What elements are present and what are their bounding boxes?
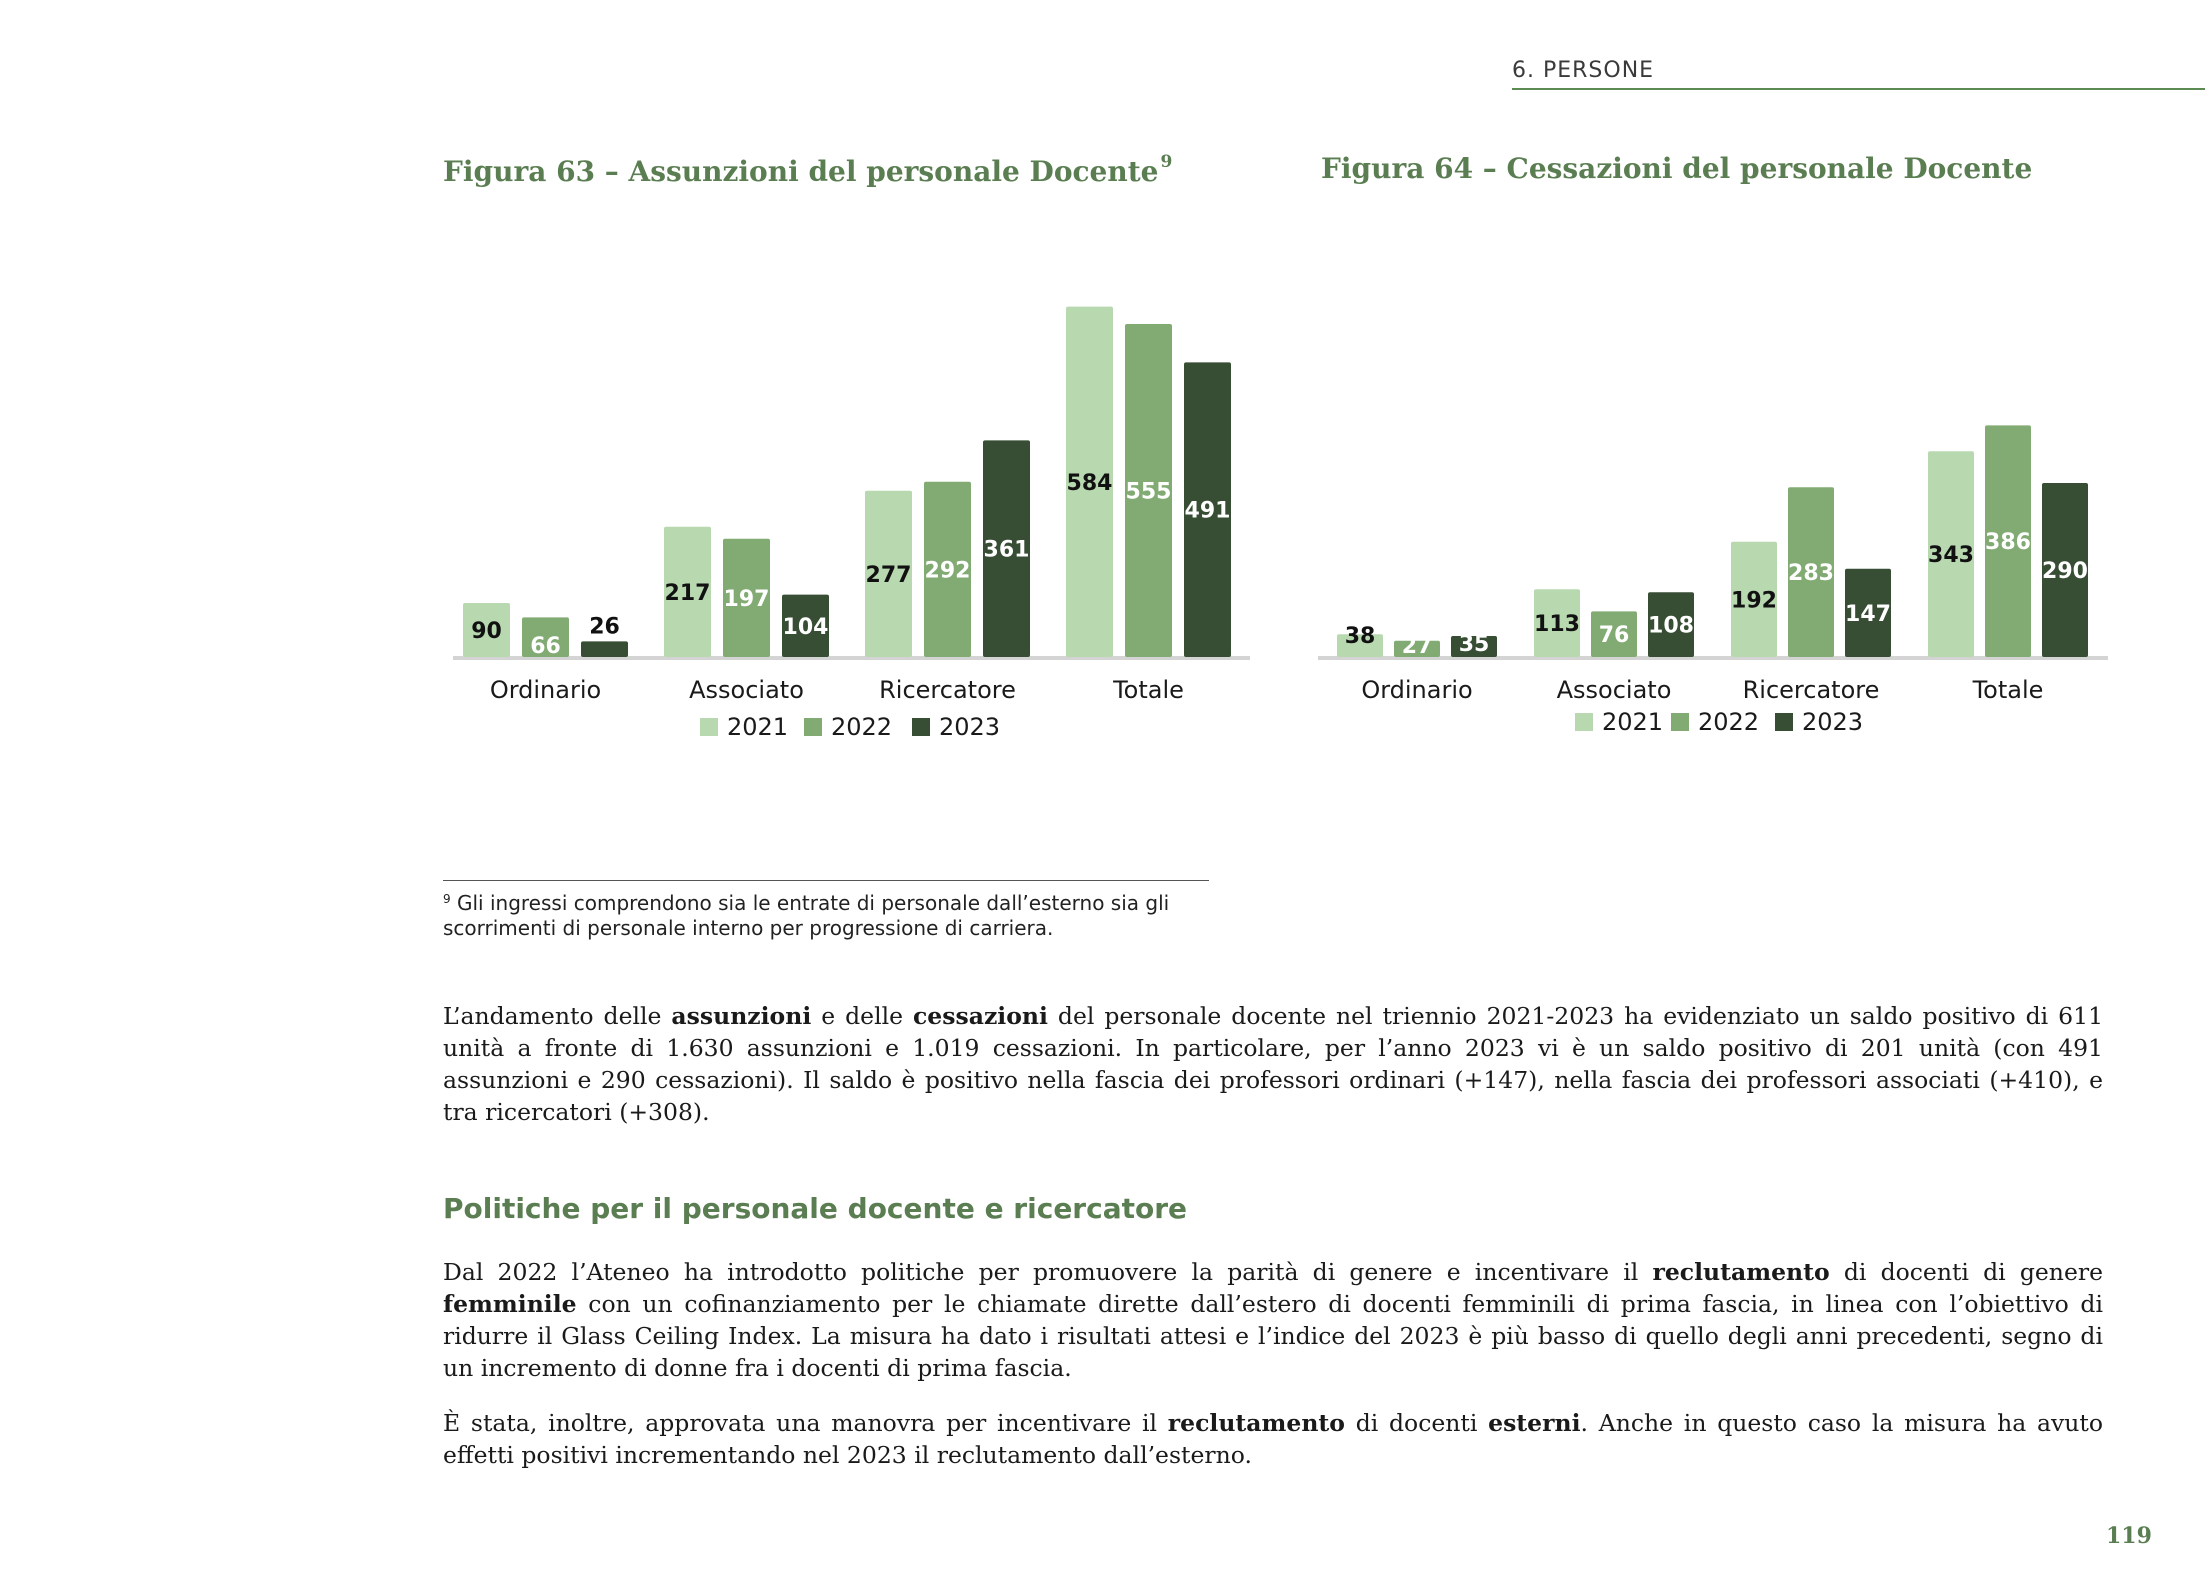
bar-totale-2022 (1125, 324, 1172, 657)
category-label: Totale (1972, 676, 2044, 704)
bar-ordinario-2022 (1394, 640, 1440, 657)
legend-label-2021: 2021 (727, 713, 788, 741)
data-label: 217 (665, 581, 711, 606)
legend-swatch-2022 (1671, 713, 1689, 731)
footnote-text: Gli ingressi comprendono sia le entrate … (443, 891, 1170, 940)
category-label: Ricercatore (1743, 676, 1880, 704)
data-label: 26 (589, 614, 620, 639)
bar-totale-2023 (1184, 362, 1231, 657)
legend-swatch-2021 (700, 718, 718, 736)
data-label: 90 (471, 619, 502, 644)
bar-ordinario-2023 (581, 641, 628, 657)
figure-64-title: Figura 64 – Cessazioni del personale Doc… (1321, 152, 2033, 185)
data-label: 197 (724, 587, 770, 612)
bar-ricercatore-2023 (1845, 568, 1891, 657)
category-label: Ordinario (1361, 676, 1472, 704)
data-label: 555 (1126, 480, 1172, 505)
data-label: 104 (783, 615, 829, 640)
bar-ordinario-2022 (522, 617, 569, 657)
data-label: 290 (2042, 559, 2088, 584)
data-label: 283 (1788, 561, 1834, 586)
bar-associato-2022 (1591, 611, 1637, 657)
section-subheading: Politiche per il personale docente e ric… (443, 1192, 1188, 1225)
data-label: 113 (1534, 612, 1580, 637)
data-label: 35 (1459, 632, 1490, 657)
data-label: 386 (1985, 530, 2031, 555)
data-label: 292 (925, 558, 971, 583)
data-label: 66 (530, 634, 561, 659)
bar-ricercatore-2022 (1788, 487, 1834, 657)
legend-swatch-2021 (1575, 713, 1593, 731)
footnote: 9 Gli ingressi comprendono sia le entrat… (443, 887, 1223, 941)
bar-totale-2023 (2042, 483, 2088, 657)
bar-ordinario-2023 (1451, 636, 1497, 657)
legend-swatch-2022 (804, 718, 822, 736)
bar-associato-2023 (1648, 592, 1694, 657)
category-label: Totale (1112, 676, 1184, 704)
data-label: 277 (866, 563, 912, 588)
bar-ordinario-2021 (1337, 634, 1383, 657)
bar-totale-2021 (1928, 451, 1974, 657)
section-label: 6. PERSONE (1512, 58, 1655, 83)
data-label: 491 (1185, 499, 1231, 524)
data-label: 76 (1599, 623, 1630, 648)
paragraph-saldo: L’andamento delle assunzioni e delle ces… (443, 1002, 2104, 1126)
bar-ricercatore-2021 (1731, 541, 1777, 657)
legend-label-2021: 2021 (1602, 708, 1663, 736)
data-label: 108 (1648, 614, 1694, 639)
bar-associato-2022 (723, 538, 770, 657)
footnote-ref[interactable]: 9 (1160, 152, 1173, 172)
bar-associato-2021 (664, 526, 711, 657)
data-label: 343 (1928, 543, 1974, 568)
bar-associato-2021 (1534, 589, 1580, 657)
category-label: Ordinario (490, 676, 601, 704)
page-number: 119 (2106, 1523, 2152, 1549)
bar-associato-2023 (782, 594, 829, 657)
data-label: 147 (1845, 602, 1891, 627)
paragraph-docenti-esterni: È stata, inoltre, approvata una manovra … (443, 1409, 2103, 1469)
data-label: 361 (984, 538, 1030, 563)
footnote-rule (443, 880, 1209, 881)
category-label: Associato (1557, 676, 1672, 704)
section-rule (1512, 88, 2205, 90)
data-label: 192 (1731, 588, 1777, 613)
footnote-number: 9 (443, 892, 451, 906)
legend-label-2022: 2022 (831, 713, 892, 741)
bar-ricercatore-2022 (924, 481, 971, 657)
legend-label-2023: 2023 (1802, 708, 1863, 736)
bar-ordinario-2021 (463, 603, 510, 657)
data-label: 584 (1067, 471, 1113, 496)
legend-swatch-2023 (912, 718, 930, 736)
legend-label-2023: 2023 (939, 713, 1000, 741)
figure-63-title: Figura 63 – Assunzioni del personale Doc… (443, 152, 1173, 188)
chart-cessazioni: 38 27 35 Ordinario 113 76 108 Associato 192 283 14… (1318, 425, 2108, 736)
bar-ricercatore-2023 (983, 440, 1030, 657)
legend-swatch-2023 (1775, 713, 1793, 731)
data-label: 27 (1402, 634, 1433, 659)
data-label: 38 (1345, 624, 1376, 649)
category-label: Ricercatore (879, 676, 1016, 704)
category-label: Associato (689, 676, 804, 704)
legend-label-2022: 2022 (1698, 708, 1759, 736)
bar-totale-2022 (1985, 425, 2031, 657)
bar-ricercatore-2021 (865, 490, 912, 657)
paragraph-parita-genere: Dal 2022 l’Ateneo ha introdotto politich… (443, 1258, 2103, 1382)
chart-assunzioni: 90 66 26 Ordinario 217 197 104 Associato 277 292 3… (453, 306, 1250, 741)
bar-totale-2021 (1066, 306, 1113, 657)
